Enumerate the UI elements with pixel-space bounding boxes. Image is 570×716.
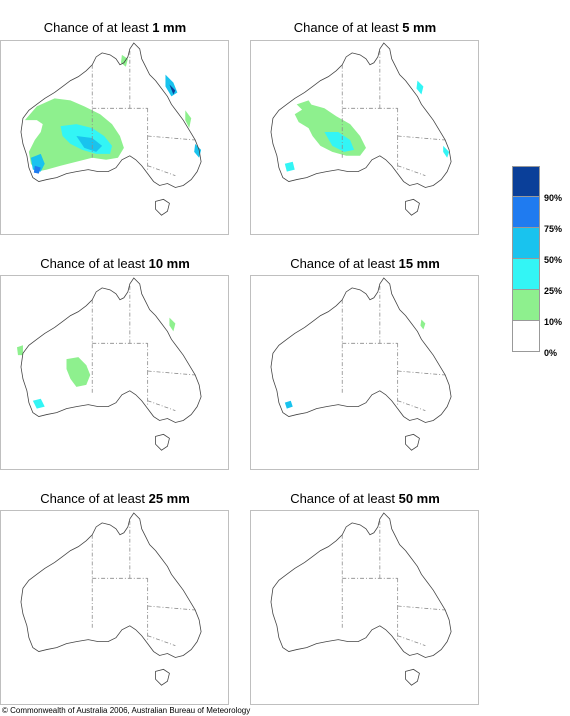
panel-title-15mm: Chance of at least 15 mm — [250, 256, 480, 271]
australia-map — [270, 512, 452, 686]
title-threshold: 50 mm — [398, 491, 440, 506]
legend-label-0: 0% — [544, 348, 558, 358]
map-25mm — [0, 510, 229, 705]
title-prefix: Chance of at least — [40, 256, 145, 271]
panel-title-10mm: Chance of at least 10 mm — [0, 256, 230, 271]
legend-swatch — [512, 228, 540, 259]
australia-map — [17, 277, 202, 451]
title-threshold: 25 mm — [148, 491, 190, 506]
panel-title-5mm: Chance of at least 5 mm — [250, 20, 480, 35]
legend-label-90: 90% — [544, 193, 563, 203]
title-threshold: 1 mm — [152, 20, 187, 35]
map-10mm — [0, 275, 229, 470]
legend-swatch — [512, 166, 540, 197]
map-50mm — [250, 510, 479, 705]
title-prefix: Chance of at least — [290, 256, 395, 271]
panel-title-1mm: Chance of at least 1 mm — [0, 20, 230, 35]
map-1mm — [0, 40, 229, 235]
legend-label-10: 10% — [544, 317, 563, 327]
title-prefix: Chance of at least — [40, 491, 145, 506]
title-threshold: 10 mm — [148, 256, 190, 271]
legend-swatch — [512, 197, 540, 228]
probability-legend — [512, 166, 540, 352]
legend-label-25: 25% — [544, 286, 563, 296]
australia-map — [270, 277, 452, 451]
legend-label-50: 50% — [544, 255, 563, 265]
legend-swatch — [512, 259, 540, 290]
australia-map — [20, 512, 202, 686]
title-prefix: Chance of at least — [290, 491, 395, 506]
map-5mm — [250, 40, 479, 235]
map-15mm — [250, 275, 479, 470]
copyright-notice: © Commonwealth of Australia 2006, Austra… — [2, 706, 251, 715]
title-threshold: 5 mm — [402, 20, 437, 35]
panel-title-25mm: Chance of at least 25 mm — [0, 491, 230, 506]
title-prefix: Chance of at least — [293, 20, 399, 35]
legend-label-75: 75% — [544, 224, 563, 234]
panel-title-50mm: Chance of at least 50 mm — [250, 491, 480, 506]
legend-swatch — [512, 290, 540, 321]
title-prefix: Chance of at least — [43, 20, 149, 35]
title-threshold: 15 mm — [398, 256, 440, 271]
australia-map — [270, 42, 452, 216]
legend-swatch — [512, 321, 540, 352]
australia-map — [20, 42, 202, 216]
